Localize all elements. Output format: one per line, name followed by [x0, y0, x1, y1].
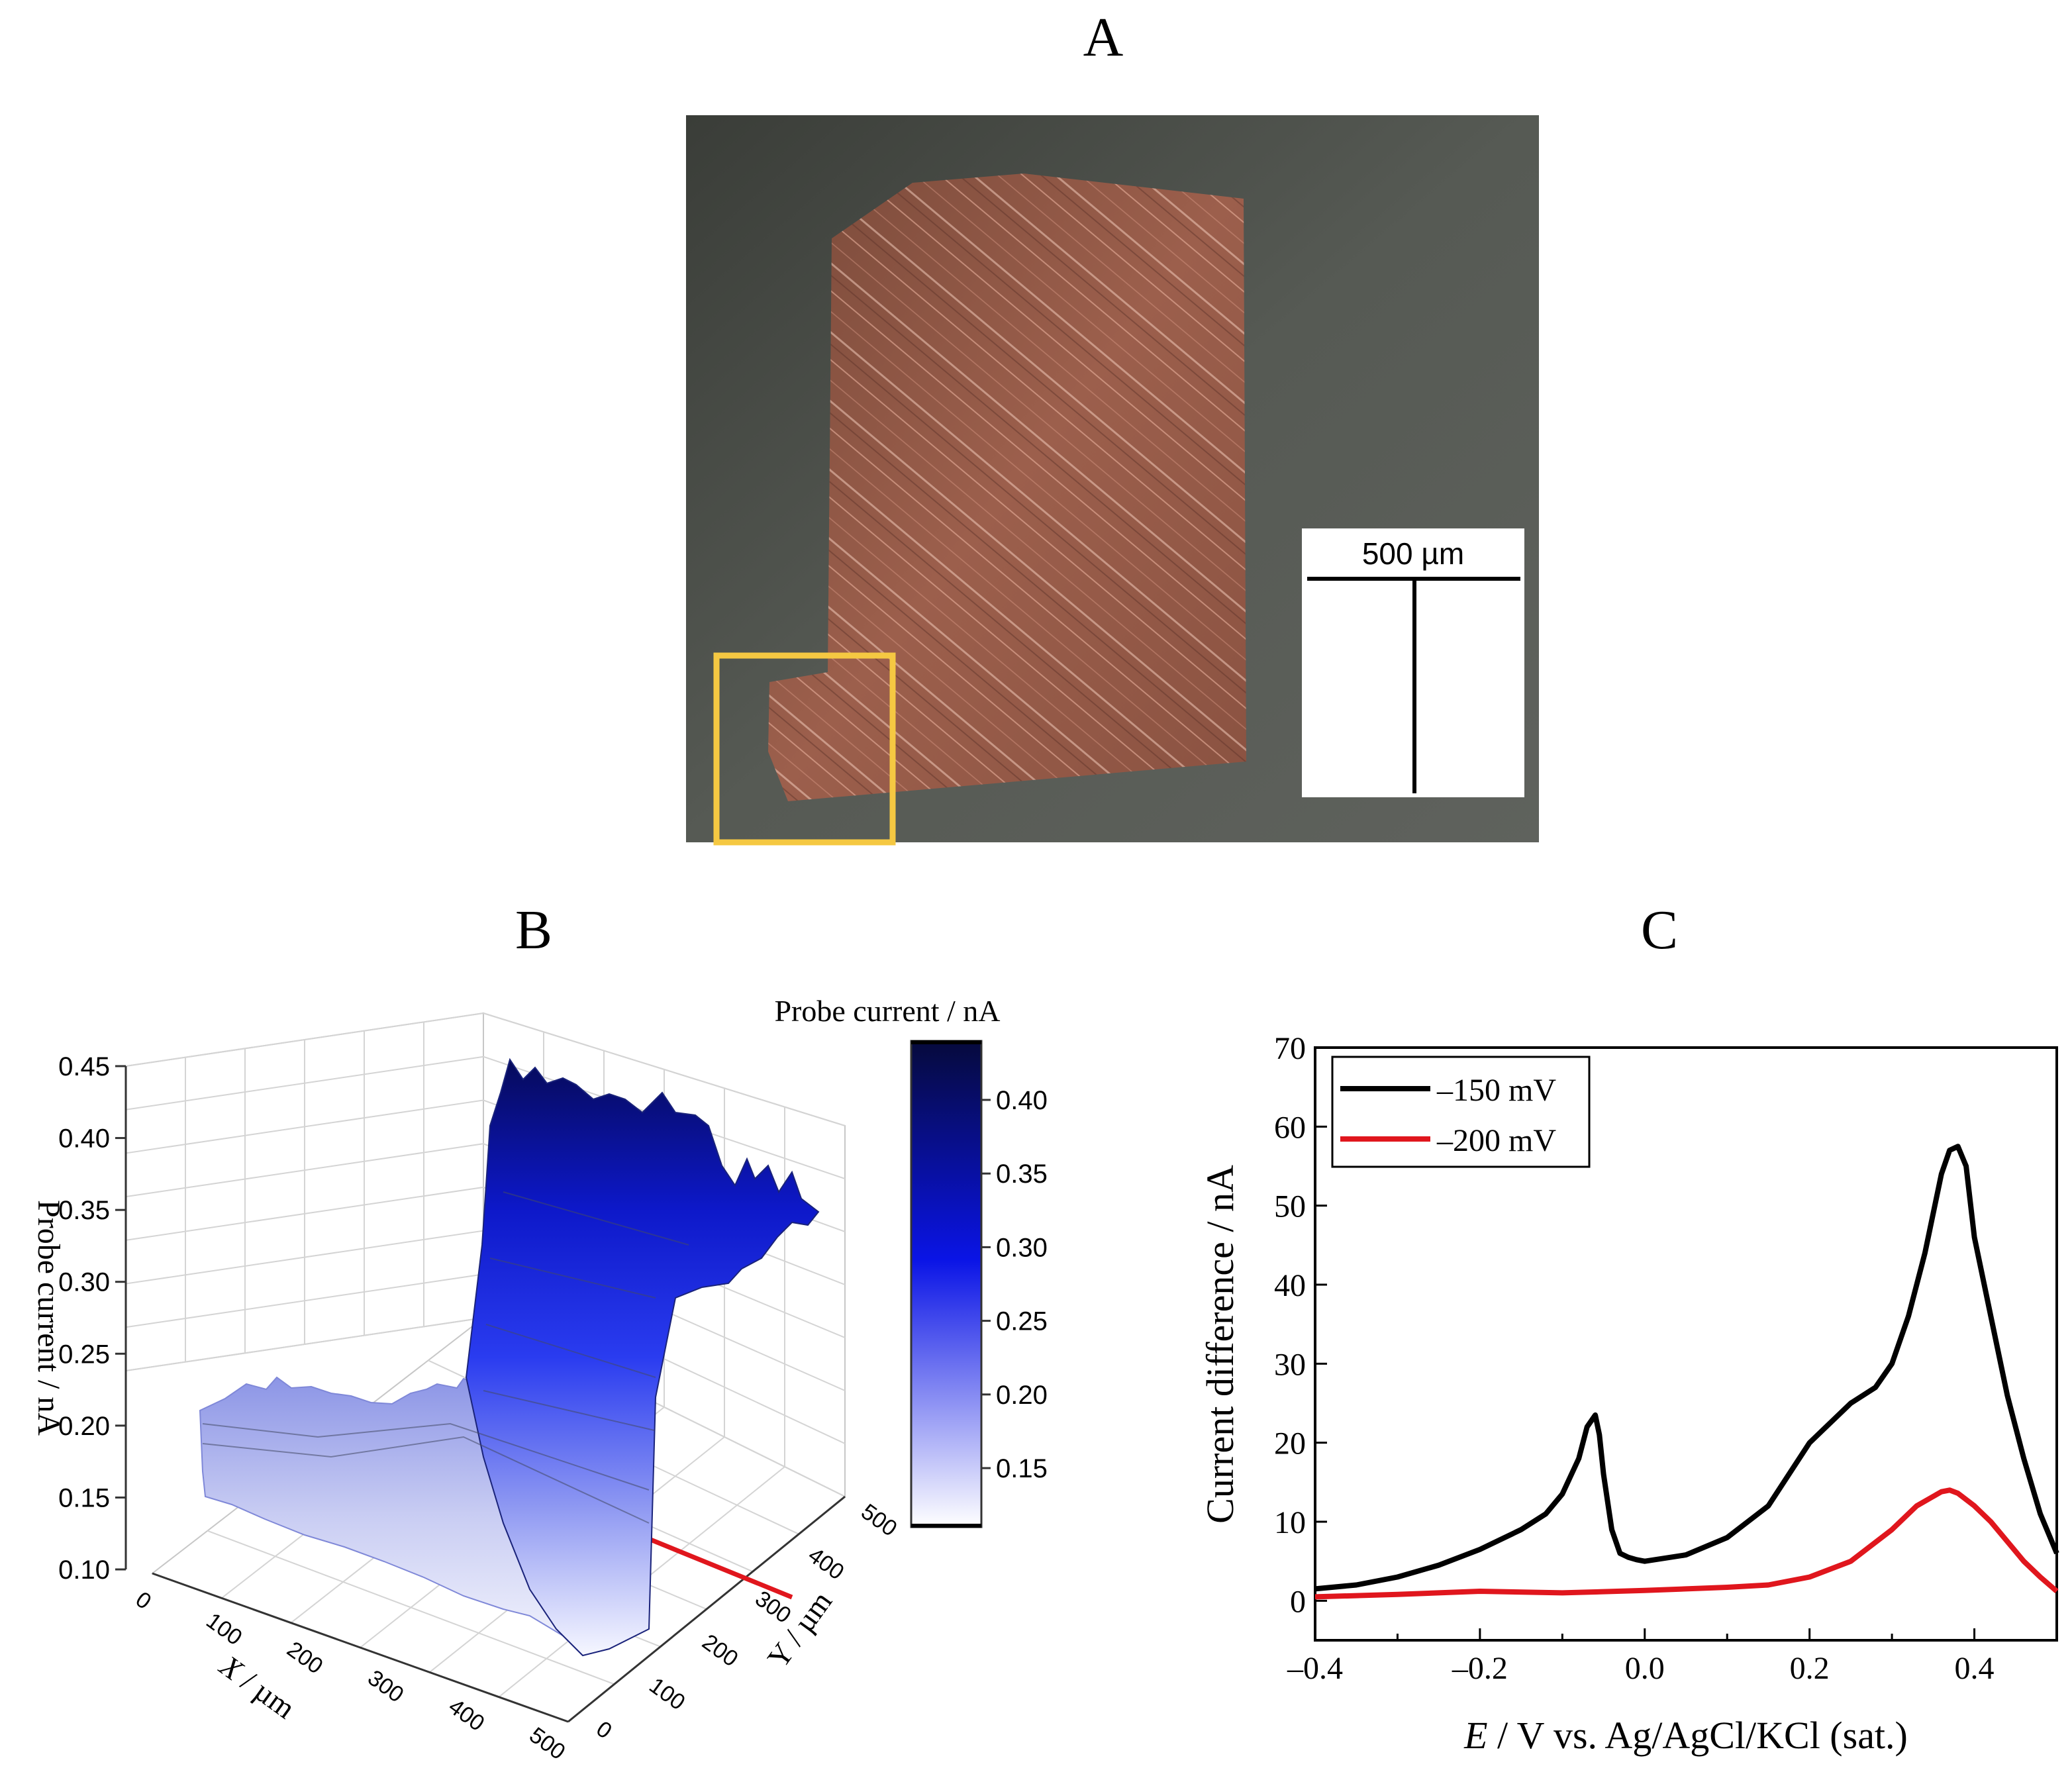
panel-label-c: C [1640, 899, 1679, 961]
series-line-200mv [1314, 1487, 2059, 1600]
z-tick-label: 0.30 [58, 1268, 110, 1297]
y-tick-label: 10 [1274, 1505, 1306, 1540]
panel-b-3d-surface: 0.100.150.200.250.300.350.400.45 0100200… [31, 994, 1048, 1765]
z-tick-label: 0.40 [58, 1124, 110, 1154]
colorbar-tick-labels: 0.40 0.35 0.30 0.25 0.20 0.15 [981, 1086, 1048, 1483]
y-tick-label: 30 [1274, 1347, 1306, 1382]
axis-ticks: –0.4 –0.2 0.0 0.2 0.4 0 10 20 30 40 50 60 70 [1274, 1031, 1995, 1686]
panel-label-b: B [515, 899, 553, 961]
y-tick-label: 20 [1274, 1426, 1306, 1461]
z-tick-label: 0.15 [58, 1483, 110, 1512]
c-x-axis-title-rest: / V vs. Ag/AgCl/KCl (sat.) [1488, 1714, 1908, 1757]
z-tick-label: 0.25 [58, 1340, 110, 1369]
region-of-interest-box [713, 652, 896, 846]
colorbar-tick-label: 0.40 [996, 1086, 1048, 1115]
x-tick-label: 500 [524, 1722, 569, 1765]
x-tick-label: 400 [444, 1694, 489, 1736]
copper-scratch-texture [768, 173, 1246, 801]
legend-label-200: –200 mV [1436, 1123, 1556, 1158]
y-tick-label: 200 [697, 1630, 742, 1672]
y-tick-label: 70 [1274, 1031, 1306, 1066]
surface-contour-lines [202, 1191, 689, 1524]
z-axis-title: Probe current / nA [31, 1200, 66, 1436]
scale-bar-box: 500 µm [1302, 528, 1524, 797]
z-tick-label: 0.35 [58, 1196, 110, 1225]
colorbar-gradient [910, 1040, 983, 1528]
x-tick-label: 200 [282, 1636, 327, 1679]
c-x-axis-title-italic: E [1463, 1714, 1487, 1757]
x-tick-label: 100 [201, 1608, 246, 1650]
colorbar-title: Probe current / nA [774, 994, 1000, 1028]
y-tick-label: 40 [1274, 1268, 1306, 1303]
z-tick-label: 0.45 [58, 1052, 110, 1081]
y-axis [567, 1495, 846, 1723]
y-tick-label: 0 [1290, 1584, 1306, 1619]
z-tick-label: 0.20 [58, 1412, 110, 1441]
panel-a-micrograph: 500 µm [686, 115, 1539, 846]
x-tick-label: 0 [131, 1587, 156, 1614]
c-x-axis-title: E / V vs. Ag/AgCl/KCl (sat.) [1463, 1714, 1908, 1757]
x-axis [152, 1572, 569, 1723]
y-tick-label: 0 [591, 1716, 617, 1744]
series-line-150mv [1314, 1144, 2059, 1592]
z-tick-labels: 0.10 0.15 0.20 0.25 0.30 0.35 0.40 0.45 [58, 1052, 126, 1585]
z-tick-label: 0.10 [58, 1556, 110, 1585]
colorbar-tick-label: 0.30 [996, 1233, 1048, 1262]
legend-label-150: –150 mV [1436, 1073, 1556, 1108]
colorbar-tick-label: 0.25 [996, 1307, 1048, 1336]
x-tick-label: 0.4 [1955, 1651, 1995, 1686]
c-y-axis-title: Current difference / nA [1199, 1165, 1242, 1524]
surface-high-region [465, 1058, 820, 1657]
y-tick-label: 500 [856, 1499, 901, 1542]
colorbar-tick-label: 0.15 [996, 1454, 1048, 1483]
y-tick-label: 100 [644, 1673, 689, 1715]
x-tick-label: –0.4 [1287, 1651, 1343, 1686]
colorbar-tick-label: 0.20 [996, 1381, 1048, 1410]
y-tick-label: 400 [803, 1542, 848, 1585]
panel-c-line-chart: –0.4 –0.2 0.0 0.2 0.4 0 10 20 30 40 50 60 70 –150 mV… [1199, 1031, 2059, 1757]
x-tick-label: 300 [363, 1665, 408, 1708]
panel-label-a: A [1083, 7, 1124, 68]
x-tick-label: 0.0 [1625, 1651, 1665, 1686]
x-tick-label: –0.2 [1452, 1651, 1508, 1686]
x-tick-label: 0.2 [1790, 1651, 1830, 1686]
series-lines [1314, 1144, 2059, 1600]
colorbar-tick-label: 0.35 [996, 1160, 1048, 1189]
y-tick-label: 50 [1274, 1189, 1306, 1224]
legend-box [1331, 1056, 1591, 1168]
y-tick-label: 60 [1274, 1110, 1306, 1145]
legend: –150 mV –200 mV [1331, 1056, 1591, 1168]
scale-bar-label: 500 µm [1362, 536, 1464, 571]
red-scan-line [648, 1536, 793, 1600]
